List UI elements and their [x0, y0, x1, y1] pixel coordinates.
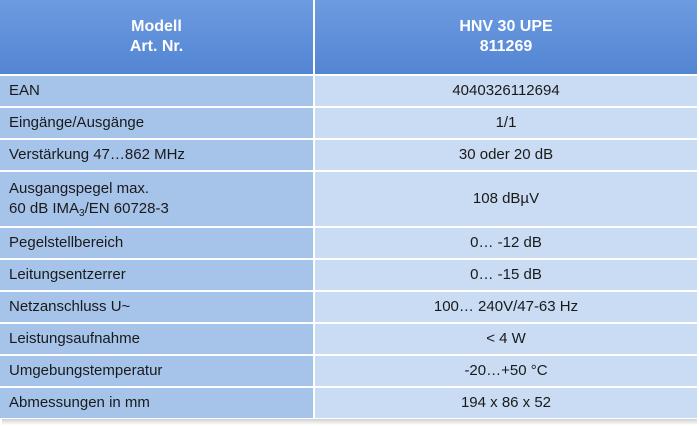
label-text: Netzanschluss U~	[9, 298, 131, 315]
header-right: HNV 30 UPE 811269	[315, 0, 697, 74]
row-label: EAN	[0, 76, 313, 106]
value-text: 1/1	[495, 114, 517, 131]
row-label: Leitungsentzerrer	[0, 260, 313, 290]
label-line: Verstärkung 47…862 MHz	[9, 145, 313, 165]
value-text: 30 oder 20 dB	[458, 146, 554, 163]
label-text: Pegelstellbereich	[9, 234, 124, 251]
value-text: 0… -15 dB	[470, 266, 542, 283]
header-text: Art. Nr.	[129, 38, 184, 55]
row-label: Abmessungen in mm	[0, 388, 313, 418]
row-value: < 4 W	[315, 324, 697, 354]
value-text: 100… 240V/47-63 Hz	[433, 298, 579, 315]
value-text: < 4 W	[486, 330, 526, 347]
label-line: Umgebungstemperatur	[9, 361, 313, 381]
label-text: Leitungsentzerrer	[9, 266, 126, 283]
label-line: 60 dB IMA3/EN 60728-3	[9, 199, 313, 219]
row-value: 194 x 86 x 52	[315, 388, 697, 418]
value-text: 194 x 86 x 52	[460, 394, 552, 411]
row-label: Pegelstellbereich	[0, 228, 313, 258]
row-value: 0… -12 dB	[315, 228, 697, 258]
header-left: Modell Art. Nr.	[0, 0, 313, 74]
label-text: Eingänge/Ausgänge	[9, 114, 145, 131]
label-text: EAN	[9, 82, 40, 99]
subscript: 3	[79, 208, 85, 219]
label-line: Leistungsaufnahme	[9, 329, 313, 349]
row-value: -20…+50 °C	[315, 356, 697, 386]
header-text: Modell	[131, 18, 182, 35]
row-value: 0… -15 dB	[315, 260, 697, 290]
label-text: Umgebungstemperatur	[9, 362, 163, 379]
row-label: Netzanschluss U~	[0, 292, 313, 322]
row-value: 1/1	[315, 108, 697, 138]
value-text: 0… -12 dB	[470, 234, 542, 251]
row-label: Verstärkung 47…862 MHz	[0, 140, 313, 170]
label-text: Ausgangspegel max.	[9, 180, 150, 197]
row-value: 108 dBµV	[315, 172, 697, 226]
row-label: Umgebungstemperatur	[0, 356, 313, 386]
header-text: HNV 30 UPE	[459, 18, 553, 35]
header-text: 811269	[479, 38, 533, 55]
label-text: Verstärkung 47…862 MHz	[9, 146, 185, 163]
label-text: 60 dB IMA	[9, 200, 80, 217]
row-label: Leistungsaufnahme	[0, 324, 313, 354]
label-line: Ausgangspegel max.	[9, 179, 313, 199]
label-text: Leistungsaufnahme	[9, 330, 140, 347]
value-text: 108 dBµV	[472, 190, 540, 207]
label-line: EAN	[9, 81, 313, 101]
row-value: 4040326112694	[315, 76, 697, 106]
value-text: -20…+50 °C	[464, 362, 548, 379]
table-shadow	[2, 419, 697, 425]
row-label: Eingänge/Ausgänge	[0, 108, 313, 138]
row-label: Ausgangspegel max. 60 dB IMA3/EN 60728-3	[0, 172, 313, 226]
label-line: Netzanschluss U~	[9, 297, 313, 317]
row-value: 100… 240V/47-63 Hz	[315, 292, 697, 322]
label-line: Eingänge/Ausgänge	[9, 113, 313, 133]
label-line: Leitungsentzerrer	[9, 265, 313, 285]
row-value: 30 oder 20 dB	[315, 140, 697, 170]
value-text: 4040326112694	[452, 82, 560, 99]
label-line: Pegelstellbereich	[9, 233, 313, 253]
label-text: Abmessungen in mm	[9, 394, 150, 411]
label-line: Abmessungen in mm	[9, 393, 313, 413]
label-text: /EN 60728-3	[84, 200, 169, 217]
